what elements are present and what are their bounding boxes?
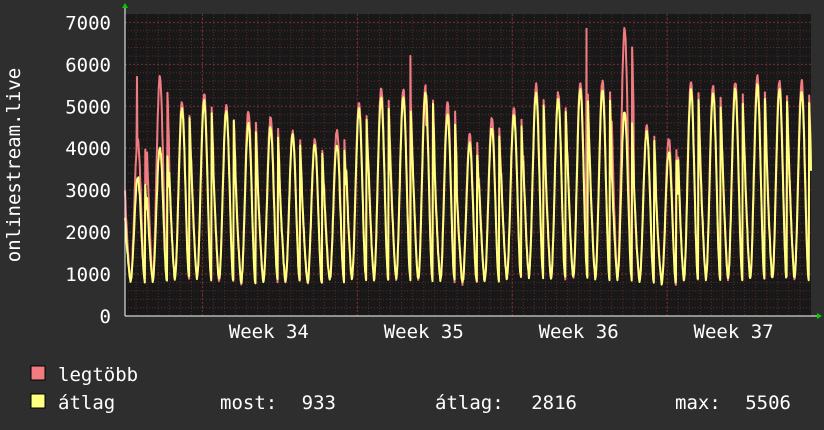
stat-average-value: 2816 [531,392,577,414]
y-axis-arrow [122,3,128,8]
axes [122,3,822,319]
x-tick-label: Week 34 [229,321,309,343]
y-tick-label: 5000 [65,96,111,118]
y-tick-label: 6000 [65,54,111,76]
x-axis-arrow [817,313,822,319]
stat-average-label: átlag: [435,392,504,414]
legend-swatch-max [30,365,46,381]
y-axis-title: onlinestream.live [3,68,25,262]
legend-label-avg: átlag [58,392,115,414]
x-tick-label: Week 36 [539,321,619,343]
stat-current-label: most: [220,392,277,414]
y-tick-label: 0 [100,306,111,328]
x-tick-label: Week 35 [384,321,464,343]
stat-current-value: 933 [302,392,336,414]
y-axis-ticks: 0 1000 2000 3000 4000 5000 6000 7000 [65,12,111,328]
y-tick-label: 2000 [65,222,111,244]
legend-label-max: legtöbb [58,364,138,386]
x-axis-ticks: Week 34 Week 35 Week 36 Week 37 [229,321,774,343]
series-layer [124,27,812,286]
y-tick-label: 1000 [65,264,111,286]
y-tick-label: 7000 [65,12,111,34]
y-tick-label: 3000 [65,180,111,202]
y-tick-label: 4000 [65,138,111,160]
stat-max-label: max: [675,392,721,414]
legend-swatch-avg [30,393,46,409]
series-line-average [124,83,812,286]
x-tick-label: Week 37 [694,321,774,343]
stat-max-value: 5506 [745,392,791,414]
